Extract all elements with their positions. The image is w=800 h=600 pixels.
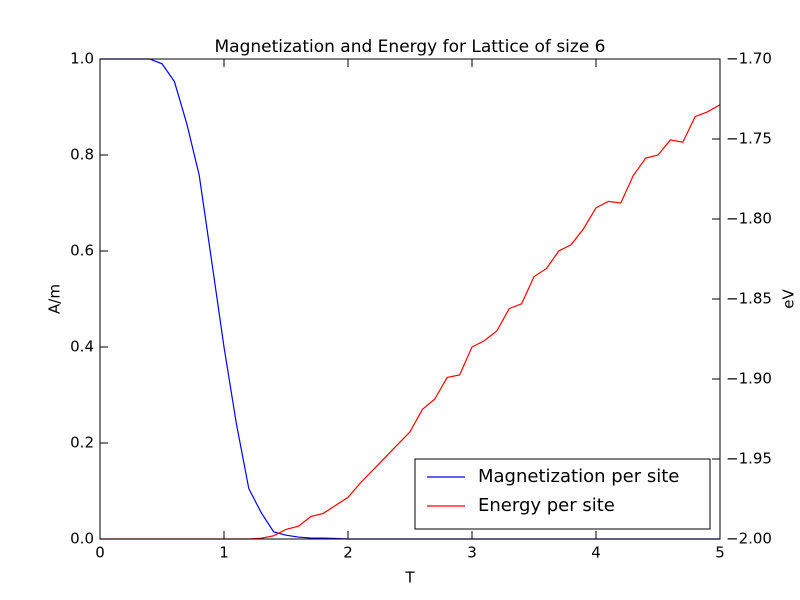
- y-axis-label: A/m: [46, 284, 64, 314]
- legend-label: Magnetization per site: [478, 466, 679, 487]
- y-tick-label: 0.8: [70, 146, 94, 164]
- x-tick-label: 5: [715, 544, 725, 562]
- y2-tick-label: −2.00: [726, 530, 772, 548]
- x-tick-label: 3: [467, 544, 477, 562]
- legend-box: [414, 458, 711, 530]
- y2-tick-label: −1.85: [726, 290, 772, 308]
- legend-label: Energy per site: [478, 495, 615, 516]
- chart-title: Magnetization and Energy for Lattice of …: [214, 37, 605, 57]
- x-tick-label: 0: [95, 544, 105, 562]
- y2-axis-label: eV: [780, 289, 798, 309]
- y2-tick-label: −1.95: [726, 450, 772, 468]
- y2-tick-label: −1.80: [726, 210, 772, 228]
- y2-tick-label: −1.70: [726, 50, 772, 68]
- x-tick-label: 4: [591, 544, 601, 562]
- x-tick-label: 1: [219, 544, 229, 562]
- x-tick-label: 2: [343, 544, 353, 562]
- y-tick-label: 0.0: [70, 530, 94, 548]
- y-tick-label: 0.2: [70, 434, 94, 452]
- y-tick-label: 0.6: [70, 242, 94, 260]
- x-axis-label: T: [404, 569, 415, 587]
- y-tick-label: 1.0: [70, 50, 94, 68]
- y2-tick-label: −1.90: [726, 370, 772, 388]
- y2-tick-label: −1.75: [726, 130, 772, 148]
- y-tick-label: 0.4: [70, 338, 94, 356]
